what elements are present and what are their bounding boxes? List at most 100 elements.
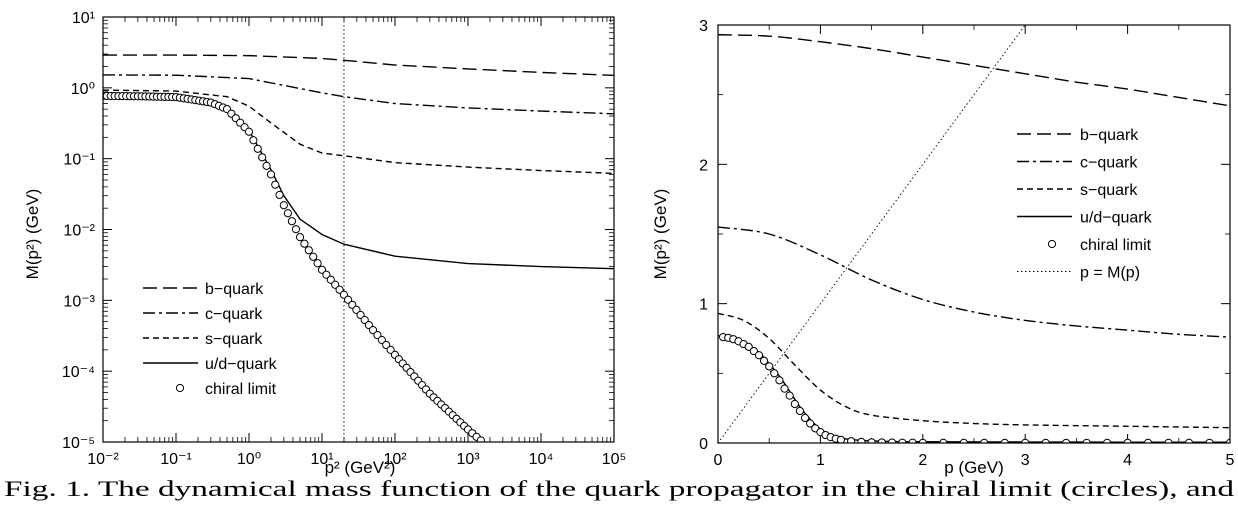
chiral-limit-point: [759, 356, 769, 365]
right-series-group: [718, 25, 1230, 443]
y-tick-label: 10⁻¹: [63, 152, 95, 169]
chiral-limit-point: [795, 406, 805, 416]
legend-label: c−quark: [205, 306, 263, 323]
chiral-limit-point: [300, 239, 309, 248]
left-series-group: [103, 54, 614, 442]
right-y-tick-labels: 0 1 2 3: [699, 18, 708, 453]
chiral-limit-point: [271, 180, 280, 189]
x-tick-label: 10⁰: [237, 451, 261, 468]
chiral-limit-point: [775, 376, 784, 385]
right-plot-frame: [717, 24, 1231, 444]
chiral-limit-point: [244, 127, 254, 136]
chiral-limit-point: [476, 436, 485, 442]
pmp-line: [718, 25, 1026, 443]
legend-label: s−quark: [205, 331, 263, 348]
x-tick-label: 10⁵: [602, 451, 626, 468]
chiral-limit-point: [291, 225, 301, 234]
left-tick-marks: [102, 16, 615, 443]
left-plot-frame: [102, 16, 615, 443]
y-tick-label: 10¹: [72, 10, 95, 27]
y-tick-label: 10⁻⁵: [62, 435, 95, 452]
right-legend: b−quark c−quark s−quark u/d−quark chiral lim…: [1017, 127, 1153, 282]
x-tick-label: 10²: [383, 451, 407, 468]
y-tick-label: 10⁻³: [63, 293, 95, 310]
figure-caption: Fig. 1. The dynamical mass function of t…: [4, 476, 1234, 501]
legend-label: b−quark: [1080, 127, 1139, 144]
right-chart: 0 1 2 3 4 5 0 1 2 3 M(p²) (GeV) p (GeV) b−quark c…: [651, 18, 1235, 477]
chiral-limit-point: [279, 201, 288, 210]
left-x-tick-labels: 10⁻² 10⁻¹ 10⁰ 10¹ 10² 10³ 10⁴ 10⁵: [87, 451, 626, 468]
chiral-limit-point: [295, 233, 305, 242]
legend-marker: [175, 383, 185, 393]
chiral-limit-point: [790, 399, 799, 409]
chiral-limit-point: [326, 275, 335, 284]
chiral-limit-point: [785, 391, 794, 400]
chiral-limit-point: [309, 252, 318, 261]
legend-label: u/d−quark: [205, 356, 278, 373]
bquark-line: [718, 34, 1230, 107]
cquark-line: [718, 226, 1230, 338]
y-tick-label: 10⁻²: [63, 223, 95, 240]
udquark-line: [103, 95, 614, 270]
chiral-limit-point: [317, 265, 327, 274]
right-x-tick-labels: 0 1 2 3 4 5: [714, 452, 1235, 469]
y-tick-label: 2: [699, 157, 708, 174]
chiral-limit-point: [304, 246, 313, 255]
legend-label: u/d−quark: [1080, 210, 1153, 227]
y-tick-label: 10⁻⁴: [62, 364, 95, 381]
chiral-limit-point: [754, 351, 764, 360]
chiral-limit-point: [283, 209, 292, 218]
right-tick-marks: [717, 24, 1231, 444]
chiral-limit-point: [266, 170, 276, 179]
chiral-limit-point: [867, 438, 876, 443]
x-tick-label: 2: [918, 452, 927, 469]
chiral-limit-point: [313, 259, 322, 268]
left-y-axis-label: M(p²) (GeV): [23, 189, 42, 280]
chiral-limit-point: [836, 435, 845, 443]
chiral-limit-point: [780, 384, 789, 393]
squark-line: [103, 89, 614, 175]
left-chart: 10⁻² 10⁻¹ 10⁰ 10¹ 10² 10³ 10⁴ 10⁵ 10⁻⁵10⁻⁴10⁻³1…: [23, 10, 626, 477]
legend-label: c−quark: [1080, 155, 1138, 172]
x-tick-label: 3: [1021, 452, 1030, 469]
left-x-axis-label: p² (GeV²): [325, 458, 396, 477]
chiral-limit-point: [800, 413, 810, 423]
y-tick-label: 10⁰: [71, 81, 95, 98]
squark-line: [718, 312, 1230, 429]
legend-label: b−quark: [205, 281, 264, 298]
x-tick-label: 10¹: [310, 451, 333, 468]
x-tick-label: 5: [1226, 452, 1235, 469]
x-tick-label: 0: [714, 452, 723, 469]
chiral-limit-point: [258, 153, 267, 162]
legend-label: chiral limit: [1080, 237, 1152, 254]
y-tick-label: 3: [699, 18, 708, 35]
cquark-line: [103, 74, 614, 115]
x-tick-label: 10³: [456, 451, 480, 468]
legend-label: s−quark: [1080, 182, 1138, 199]
chiral-limit-point: [331, 280, 340, 289]
bquark-line: [103, 54, 614, 77]
chiral-limit-point: [253, 144, 262, 153]
left-legend: b−quark c−quark s−quark u/d−quark chiral lim…: [143, 281, 278, 398]
x-tick-label: 1: [816, 452, 825, 469]
chiral-limit-point: [857, 437, 866, 443]
chiral-limit-point: [770, 369, 779, 378]
y-tick-label: 0: [699, 436, 708, 453]
left-y-tick-labels: 10⁻⁵ 10⁻⁴ 10⁻³ 10⁻² 10⁻¹ 10⁰ 10¹: [62, 10, 96, 452]
x-tick-label: 10⁻²: [87, 451, 119, 468]
chiral-limit-point: [262, 161, 271, 170]
y-tick-label: 1: [699, 297, 708, 314]
chiral-limit-point: [806, 419, 815, 428]
chiral-limit-point: [335, 285, 344, 294]
legend-marker: [1047, 239, 1057, 249]
chiral-limit-point: [249, 136, 258, 145]
x-tick-label: 10⁴: [529, 451, 554, 468]
legend-label: p = M(p): [1080, 265, 1140, 282]
right-x-axis-label: p (GeV): [944, 458, 1004, 477]
x-tick-label: 4: [1123, 452, 1132, 469]
legend-label: chiral limit: [205, 381, 277, 398]
x-tick-label: 10⁻¹: [160, 451, 192, 468]
right-y-axis-label: M(p²) (GeV): [651, 189, 670, 280]
chiral-limit-point: [322, 270, 331, 279]
